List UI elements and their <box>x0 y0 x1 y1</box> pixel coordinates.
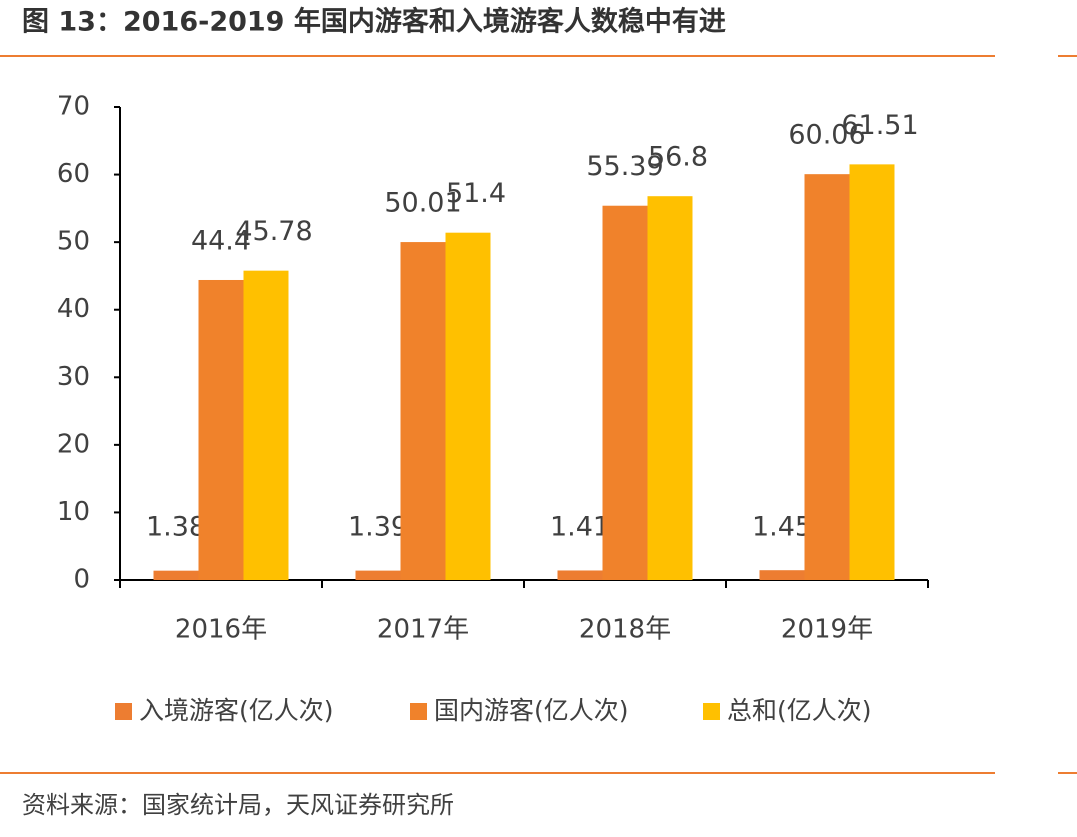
legend-swatch <box>115 703 132 720</box>
data-label: 1.38 <box>146 512 206 543</box>
bar <box>153 570 199 580</box>
data-label: 61.51 <box>841 110 918 141</box>
y-tick-label: 30 <box>57 362 90 392</box>
data-label: 45.78 <box>235 216 312 247</box>
data-label: 1.39 <box>348 512 408 543</box>
bar <box>557 570 603 580</box>
y-tick-label: 70 <box>57 92 90 122</box>
legend-swatch <box>703 703 720 720</box>
data-label: 1.45 <box>752 512 812 543</box>
y-tick-label: 40 <box>57 294 90 324</box>
y-tick-label: 60 <box>57 159 90 189</box>
bar <box>647 196 693 581</box>
y-tick-label: 10 <box>57 497 90 527</box>
x-tick-label: 2019年 <box>781 615 873 645</box>
y-tick-label: 0 <box>73 565 90 595</box>
legend-swatch <box>410 703 427 720</box>
data-label: 44.4 <box>191 225 251 256</box>
x-tick-label: 2017年 <box>377 615 469 645</box>
data-label: 1.41 <box>550 512 610 543</box>
figure-title: 图 13：2016-2019 年国内游客和入境游客人数稳中有进 <box>22 6 726 38</box>
data-label: 55.39 <box>586 151 663 182</box>
bar <box>243 270 289 580</box>
legend-label: 入境游客(亿人次) <box>139 696 334 725</box>
x-tick-label: 2018年 <box>579 615 671 645</box>
bar <box>804 174 850 580</box>
bar <box>355 570 401 580</box>
bar <box>198 279 244 580</box>
data-label: 56.8 <box>648 142 708 173</box>
data-label: 60.06 <box>788 120 865 151</box>
y-tick-label: 50 <box>57 227 90 257</box>
data-label: 51.4 <box>446 178 506 209</box>
bar <box>602 205 648 580</box>
bar <box>849 164 895 580</box>
legend-label: 总和(亿人次) <box>727 696 872 725</box>
x-tick-label: 2016年 <box>175 615 267 645</box>
bar <box>445 232 491 580</box>
bar <box>759 570 805 580</box>
y-tick-label: 20 <box>57 429 90 459</box>
bar <box>400 242 446 580</box>
data-label: 50.01 <box>384 188 461 219</box>
source-note: 资料来源：国家统计局，天风证券研究所 <box>22 791 454 819</box>
legend-label: 国内游客(亿人次) <box>434 696 629 725</box>
chart: 0 10 20 30 40 50 60 70 2016年 1.38 44.445.78 2017年 1.… <box>57 92 929 725</box>
